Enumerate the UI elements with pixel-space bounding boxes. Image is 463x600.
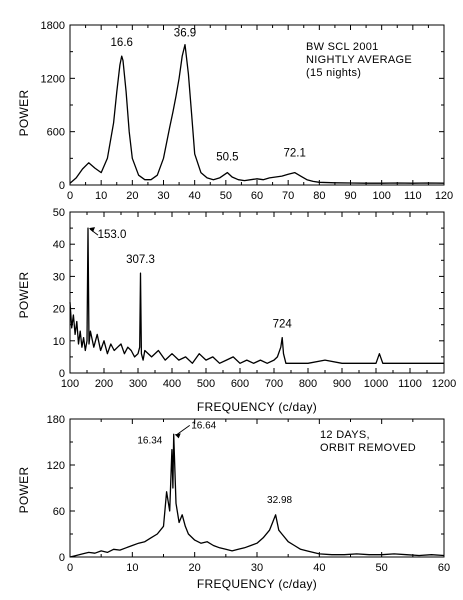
y-tick-label: 1200: [41, 73, 65, 85]
y-axis-label: POWER: [17, 467, 31, 514]
x-tick-label: 40: [313, 562, 325, 574]
peak-arrow: [175, 424, 190, 436]
peak-label: 153.0: [98, 229, 127, 241]
x-tick-label: 30: [251, 562, 263, 574]
x-tick-label: 50: [220, 190, 232, 202]
chart-panel-1: 0 10 20 30 40 50 60 70 80 90 100 110 120060012001800…: [17, 20, 453, 202]
x-tick-label: 0: [67, 190, 73, 202]
x-tick-label: 120: [435, 190, 453, 202]
chart-panel-3: 0 10 20 30 40 50 60 0 60 120 180 POWER FREQUENCY (c/…: [17, 414, 450, 591]
y-tick-label: 60: [53, 506, 65, 518]
x-tick-label: 10: [126, 562, 138, 574]
x-tick-label: 20: [189, 562, 201, 574]
peak-arrowhead: [174, 433, 181, 439]
x-tick-label: 1100: [398, 378, 422, 390]
x-tick-label: 400: [163, 378, 181, 390]
x-tick-label: 110: [404, 190, 422, 202]
x-tick-label: 50: [376, 562, 388, 574]
peak-arrowhead: [89, 227, 96, 233]
x-axis-label: FREQUENCY (c/day): [197, 400, 317, 414]
y-tick-label: 50: [53, 207, 65, 219]
y-tick-label: 180: [47, 414, 65, 426]
y-axis-label: POWER: [17, 90, 31, 137]
x-tick-label: 900: [333, 378, 351, 390]
y-axis-label: POWER: [17, 272, 31, 319]
peak-label: 32.98: [267, 495, 292, 506]
peak-label: 307.3: [126, 254, 155, 266]
y-tick-label: 10: [53, 336, 65, 348]
chart-annotation-line: 12 DAYS,: [320, 429, 370, 441]
peak-label: 36.9: [174, 28, 196, 40]
x-tick-label: 500: [197, 378, 215, 390]
y-tick-label: 1800: [41, 20, 65, 32]
x-tick-label: 60: [438, 562, 450, 574]
y-tick-label: 20: [53, 304, 65, 316]
spectrum-line: [69, 227, 444, 364]
x-tick-label: 0: [67, 562, 73, 574]
x-tick-label: 600: [231, 378, 249, 390]
x-tick-label: 100: [61, 378, 79, 390]
peak-label: 16.64: [191, 420, 216, 431]
x-tick-label: 300: [129, 378, 147, 390]
spectrum-line: [69, 433, 445, 558]
x-tick-label: 1000: [364, 378, 388, 390]
y-tick-label: 30: [53, 271, 65, 283]
x-tick-label: 60: [251, 190, 263, 202]
y-tick-label: 600: [47, 127, 65, 139]
x-tick-label: 100: [372, 190, 390, 202]
chart-annotation-line: (15 nights): [306, 67, 361, 79]
x-tick-label: 10: [95, 190, 107, 202]
x-tick-label: 70: [282, 190, 294, 202]
x-tick-label: 1200: [432, 378, 456, 390]
chart-annotation-line: BW SCL 2001: [306, 41, 379, 53]
y-tick-label: 0: [59, 552, 65, 564]
x-tick-label: 90: [344, 190, 356, 202]
peak-label: 724: [273, 319, 293, 331]
peak-label: 16.34: [137, 436, 162, 447]
x-axis-label: FREQUENCY (c/day): [197, 577, 317, 591]
x-tick-label: 700: [265, 378, 283, 390]
x-tick-label: 200: [95, 378, 113, 390]
x-tick-label: 40: [189, 190, 201, 202]
spectrum-line: [69, 43, 445, 184]
peak-label: 72.1: [284, 148, 306, 160]
peak-label: 16.6: [111, 37, 133, 49]
y-tick-label: 0: [59, 368, 65, 380]
chart-annotation-line: NIGHTLY AVERAGE: [306, 54, 412, 66]
y-tick-label: 0: [59, 180, 65, 192]
y-tick-label: 40: [53, 239, 65, 251]
x-tick-label: 20: [126, 190, 138, 202]
x-tick-label: 800: [299, 378, 317, 390]
plot-frame: [69, 418, 445, 558]
x-tick-label: 30: [157, 190, 169, 202]
chart-panel-2: 100 200 300 400 500 600 700 800 900 1000 1100 1200 0…: [17, 207, 456, 414]
x-tick-label: 80: [313, 190, 325, 202]
y-tick-label: 120: [47, 460, 65, 472]
chart-annotation-line: ORBIT REMOVED: [320, 442, 416, 454]
peak-label: 50.5: [216, 152, 238, 164]
